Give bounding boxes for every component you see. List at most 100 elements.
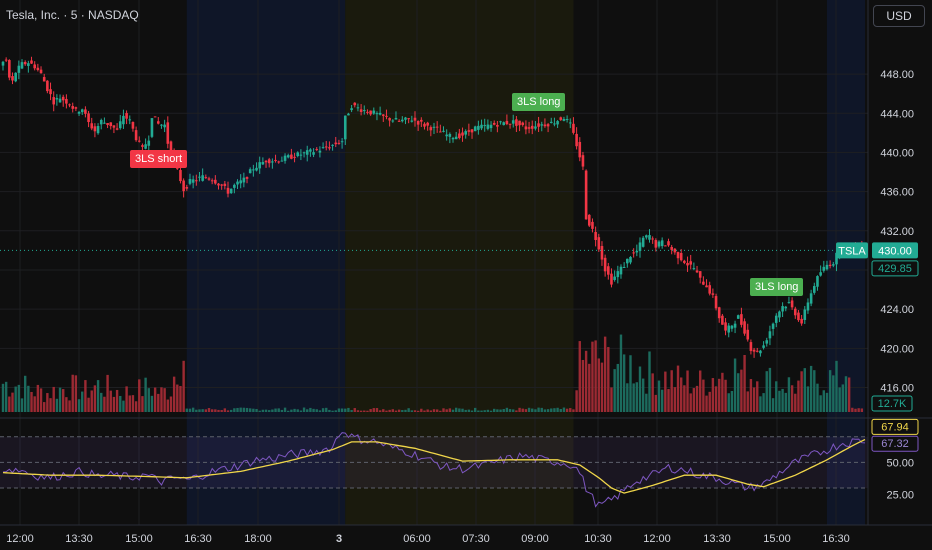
volume-bar	[229, 409, 233, 412]
volume-bar	[236, 407, 239, 412]
volume-bar	[524, 409, 528, 412]
candle-body	[131, 122, 135, 129]
volume-bar	[559, 409, 562, 412]
candle-body	[692, 268, 696, 270]
candle-body	[762, 345, 765, 348]
volume-bar	[397, 409, 401, 412]
candle-body	[771, 323, 775, 329]
currency-button[interactable]: USD	[873, 5, 925, 27]
volume-bar	[660, 389, 664, 412]
volume-bar	[74, 375, 78, 412]
volume-bar	[363, 410, 366, 412]
candle-body	[290, 154, 293, 159]
candle-body	[223, 183, 227, 187]
time-tick-label: 16:30	[184, 533, 212, 545]
volume-bar	[638, 366, 642, 412]
candle-body	[103, 122, 106, 124]
candle-body	[733, 323, 737, 328]
symbol-tag-bg	[836, 242, 868, 259]
volume-bar	[733, 358, 737, 412]
volume-bar	[790, 385, 794, 412]
candle-body	[670, 246, 673, 250]
candle-body	[378, 112, 382, 115]
volume-bar	[17, 384, 21, 412]
volume-bar	[702, 379, 705, 412]
candle-body	[828, 264, 832, 267]
volume-bar	[382, 409, 385, 412]
time-tick-label: 07:30	[462, 533, 490, 545]
volume-bar	[828, 370, 832, 412]
volume-bars[interactable]	[1, 334, 864, 412]
candle-body	[778, 311, 781, 318]
volume-bar	[426, 409, 429, 412]
volume-badge-bg	[871, 395, 913, 412]
candle-body	[461, 132, 464, 136]
volume-bar	[134, 401, 138, 412]
time-tick-label: 10:30	[584, 533, 612, 545]
volume-bar	[537, 407, 540, 412]
candlesticks[interactable]	[1, 56, 864, 358]
volume-bar	[112, 396, 116, 412]
price-tick-label: 448.00	[880, 69, 914, 81]
volume-bar	[749, 379, 753, 412]
candle-body	[33, 64, 36, 69]
volume-bar	[813, 370, 816, 412]
volume-bar	[445, 409, 448, 412]
volume-bar	[49, 398, 52, 412]
candle-body	[442, 130, 445, 132]
candle-body	[286, 155, 290, 158]
volume-bar	[52, 386, 55, 412]
candle-body	[473, 126, 477, 132]
candle-body	[667, 241, 670, 246]
candle-body	[467, 130, 471, 132]
candle-body	[264, 160, 268, 163]
volume-bar	[321, 408, 325, 412]
volume-bar	[784, 392, 787, 412]
candle-body	[448, 134, 452, 137]
candle-body	[774, 315, 778, 323]
candle-body	[426, 122, 429, 126]
candle-body	[68, 104, 71, 106]
candle-body	[271, 161, 274, 163]
candle-body	[502, 122, 506, 126]
volume-bar	[584, 350, 588, 412]
volume-bar	[372, 408, 375, 412]
candle-body	[581, 155, 585, 167]
candle-body	[635, 250, 639, 253]
volume-bar	[302, 407, 306, 412]
candle-body	[435, 126, 439, 128]
volume-bar	[692, 388, 696, 412]
time-tick-label: 12:00	[643, 533, 671, 545]
candle-body	[464, 131, 467, 135]
volume-bar	[337, 408, 341, 412]
rsi-pane[interactable]	[0, 432, 868, 508]
candle-body	[413, 117, 417, 121]
volume-bar	[502, 409, 505, 412]
volume-bar	[385, 410, 388, 412]
candle-body	[521, 122, 525, 125]
volume-bar	[233, 408, 236, 412]
candle-body	[610, 273, 613, 285]
volume-bar	[619, 334, 623, 412]
volume-bar	[451, 409, 455, 412]
candle-body	[553, 123, 556, 125]
volume-bar	[718, 378, 721, 412]
candle-body	[309, 149, 312, 152]
volume-bar	[378, 410, 382, 412]
candle-body	[480, 124, 483, 129]
candle-body	[724, 322, 727, 331]
volume-bar	[280, 409, 284, 412]
volume-bar	[816, 383, 819, 412]
candle-body	[822, 266, 826, 271]
candle-body	[369, 110, 372, 115]
volume-bar	[435, 409, 439, 412]
candle-body	[30, 60, 33, 64]
candle-body	[353, 102, 357, 106]
candle-body	[128, 119, 132, 121]
volume-bar	[676, 365, 680, 412]
volume-bar	[473, 407, 477, 412]
candle-body	[220, 184, 223, 186]
candle-body	[825, 264, 829, 270]
volume-bar	[204, 409, 208, 412]
